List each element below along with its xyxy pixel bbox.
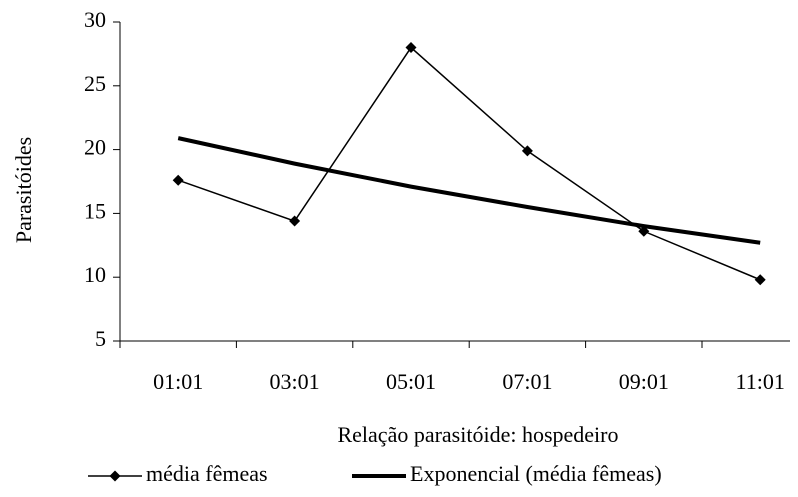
x-tick-label: 11:01	[736, 369, 785, 394]
data-line	[177, 46, 761, 281]
y-tick-label: 30	[84, 7, 106, 32]
x-tick-label: 05:01	[386, 369, 436, 394]
marker	[521, 145, 533, 157]
legend-label: Exponencial (média fêmeas)	[410, 461, 662, 486]
marker	[289, 215, 301, 227]
marker	[754, 274, 766, 286]
x-tick-label: 01:01	[153, 369, 203, 394]
marker	[172, 174, 184, 186]
trend-line	[177, 136, 761, 245]
x-tick-label: 03:01	[270, 369, 320, 394]
legend-label: média fêmeas	[146, 461, 268, 486]
x-tick-label: 07:01	[502, 369, 552, 394]
marker	[405, 42, 417, 54]
y-axis-title: Parasitóides	[11, 137, 36, 243]
x-tick-label: 09:01	[619, 369, 669, 394]
y-tick-label: 5	[95, 326, 106, 351]
y-tick-label: 10	[84, 262, 106, 287]
y-tick-label: 25	[84, 71, 106, 96]
legend-marker	[109, 470, 121, 482]
y-tick-label: 20	[84, 135, 106, 160]
x-axis-title: Relação parasitóide: hospedeiro	[337, 422, 618, 447]
y-tick-label: 15	[84, 198, 106, 223]
